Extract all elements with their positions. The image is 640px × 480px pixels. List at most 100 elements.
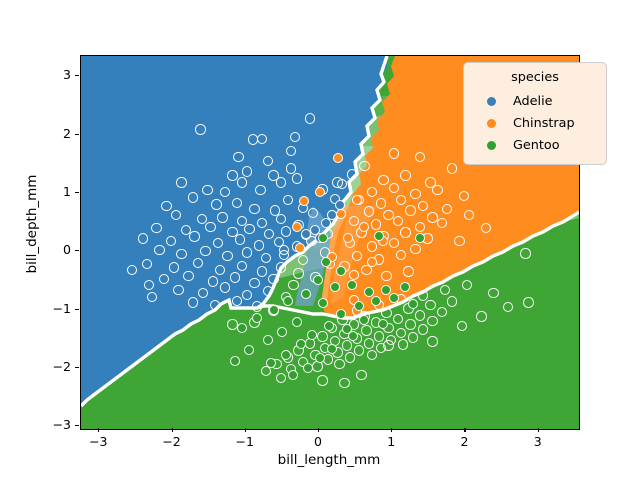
scatter-point-gentoo <box>339 377 350 389</box>
legend-item-adelie[interactable]: Adelie <box>474 90 596 112</box>
scatter-point-chinstrap <box>366 241 377 252</box>
x-axis-tick <box>464 428 466 432</box>
scatter-point-chinstrap <box>378 174 389 186</box>
scatter-point-filled-gentoo <box>300 289 311 300</box>
scatter-point-adelie <box>275 262 287 273</box>
scatter-point-filled-gentoo <box>229 355 240 366</box>
scatter-point-chinstrap <box>436 218 448 229</box>
scatter-point-gentoo <box>405 319 416 330</box>
scatter-point-adelie <box>231 197 243 209</box>
scatter-point-gentoo <box>417 324 429 335</box>
scatter-point-adelie <box>280 226 292 237</box>
y-axis-tick <box>75 366 79 368</box>
legend-item-gentoo[interactable]: Gentoo <box>474 134 596 156</box>
scatter-point-gentoo <box>447 296 458 307</box>
scatter-point-filled-gentoo <box>354 301 365 312</box>
scatter-point-adelie <box>165 235 177 246</box>
scatter-point-filled-gentoo <box>281 349 292 360</box>
scatter-point-adelie <box>127 264 138 276</box>
scatter-point-adelie <box>289 131 301 143</box>
scatter-point-chinstrap <box>346 169 358 180</box>
scatter-point-filled-gentoo <box>378 318 389 329</box>
scatter-point-gentoo <box>373 331 385 342</box>
scatter-point-adelie <box>268 274 279 285</box>
scatter-point-adelie <box>180 225 191 236</box>
scatter-point-adelie <box>187 297 199 308</box>
scatter-point-adelie <box>192 257 204 269</box>
scatter-point-adelie <box>285 145 297 157</box>
scatter-point-gentoo <box>356 369 367 380</box>
scatter-point-adelie <box>291 173 303 184</box>
scatter-point-adelie <box>283 194 294 206</box>
x-axis-tick-label: 3 <box>533 434 542 449</box>
scatter-point-filled-gentoo <box>341 324 352 335</box>
scatter-point-filled-chinstrap <box>352 194 363 205</box>
scatter-point-chinstrap <box>425 177 436 188</box>
scatter-point-adelie <box>227 226 238 238</box>
scatter-point-filled-gentoo <box>315 353 326 364</box>
scatter-point-filled-gentoo <box>346 280 357 291</box>
scatter-point-filled-chinstrap <box>335 208 346 219</box>
scatter-point-adelie <box>233 151 244 163</box>
y-axis-tick <box>75 191 79 194</box>
y-axis-tick-label: −1 <box>52 300 71 316</box>
scatter-point-adelie <box>158 274 169 285</box>
scatter-point-adelie <box>176 248 187 260</box>
scatter-point-filled-gentoo <box>335 266 346 277</box>
scatter-point-gentoo <box>275 373 287 384</box>
scatter-point-gentoo <box>334 359 345 370</box>
scatter-point-adelie <box>249 204 260 215</box>
scatter-point-adelie <box>231 295 243 306</box>
scatter-point-adelie <box>305 113 316 124</box>
scatter-point-chinstrap <box>400 227 411 238</box>
scatter-point-adelie <box>154 244 165 256</box>
legend-item-chinstrap[interactable]: Chinstrap <box>474 112 596 134</box>
scatter-point-filled-gentoo <box>266 358 277 369</box>
scatter-point-gentoo <box>414 310 426 321</box>
scatter-point-adelie <box>253 240 265 251</box>
scatter-point-chinstrap <box>410 243 421 255</box>
x-axis-tick <box>537 428 539 432</box>
scatter-point-adelie <box>251 301 262 312</box>
scatter-point-filled-gentoo <box>324 320 335 331</box>
scatter-point-gentoo <box>312 361 323 372</box>
scatter-point-chinstrap <box>417 200 429 211</box>
scatter-point-chinstrap <box>432 184 443 196</box>
scatter-point-chinstrap <box>480 222 492 234</box>
scatter-point-adelie <box>173 284 184 295</box>
scatter-point-gentoo <box>354 345 365 356</box>
scatter-point-adelie <box>285 163 297 174</box>
x-axis-tick <box>98 428 100 432</box>
scatter-point-adelie <box>256 266 268 277</box>
scatter-point-filled-gentoo <box>318 297 329 308</box>
scatter-point-chinstrap <box>383 209 394 221</box>
scatter-point-filled-gentoo <box>388 292 399 303</box>
scatter-point-gentoo <box>361 325 372 336</box>
scatter-point-chinstrap <box>395 194 407 206</box>
scatter-point-gentoo <box>261 366 272 377</box>
scatter-point-adelie <box>168 262 180 273</box>
scatter-point-adelie <box>242 247 253 258</box>
scatter-point-filled-chinstrap <box>292 221 303 232</box>
scatter-point-filled-gentoo <box>321 256 332 267</box>
scatter-point-filled-gentoo <box>244 345 255 356</box>
legend-color-swatch-gentoo <box>487 140 496 150</box>
scatter-point-filled-gentoo <box>330 282 341 293</box>
scatter-point-filled-gentoo <box>347 331 358 342</box>
scatter-point-adelie <box>161 200 172 211</box>
scatter-point-filled-gentoo <box>262 334 273 345</box>
scatter-point-adelie <box>202 184 213 196</box>
scatter-point-adelie <box>256 133 268 144</box>
scatter-point-gentoo <box>456 320 467 332</box>
y-axis-tick <box>75 308 79 310</box>
scatter-point-chinstrap <box>363 206 374 217</box>
scatter-point-filled-gentoo <box>277 326 288 337</box>
scatter-point-adelie <box>195 124 206 135</box>
scatter-point-adelie <box>236 177 248 188</box>
scatter-point-filled-gentoo <box>374 231 385 242</box>
scatter-point-chinstrap <box>403 266 414 277</box>
scatter-point-adelie <box>196 213 208 225</box>
scatter-point-filled-gentoo <box>407 298 418 309</box>
x-axis-label: bill_length_mm <box>277 452 381 468</box>
scatter-point-gentoo <box>476 311 487 322</box>
